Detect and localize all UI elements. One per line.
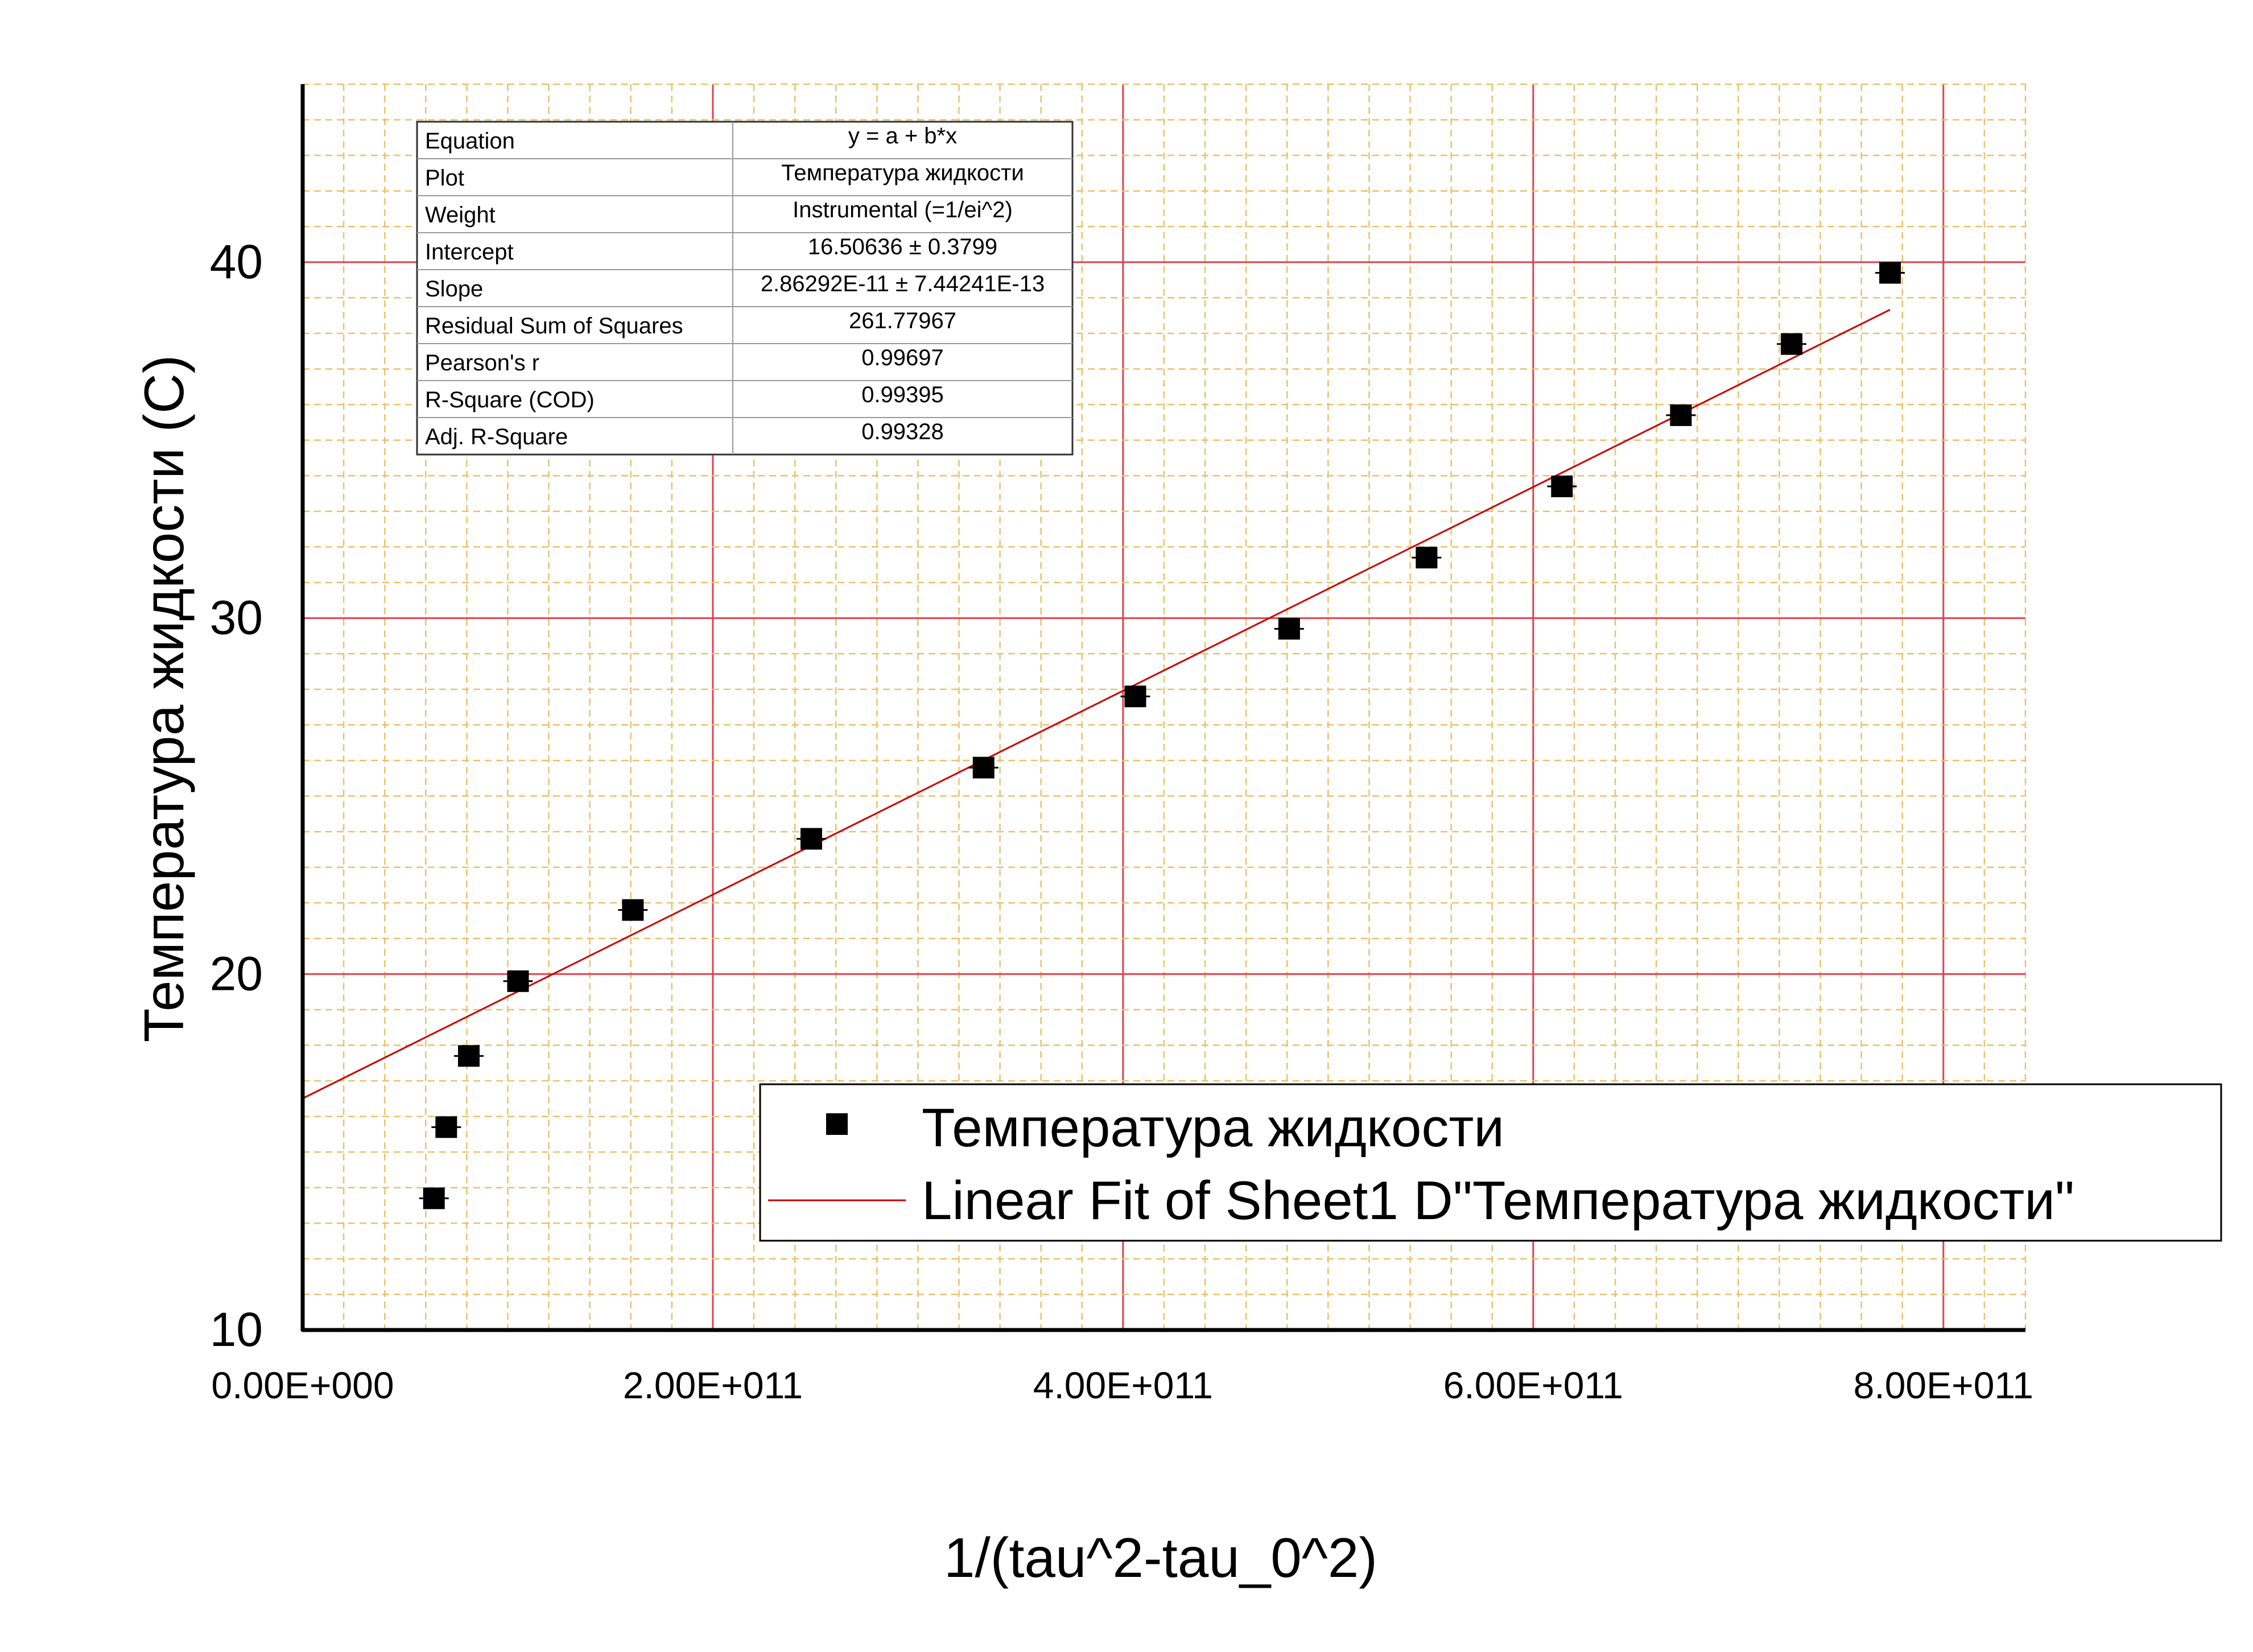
fit-table-label: Plot <box>425 166 464 191</box>
fit-table-label: Weight <box>425 203 496 228</box>
fit-table-label: Residual Sum of Squares <box>425 313 683 338</box>
tick-labels: 0.00E+000 2.00E+011 4.00E+011 6.00E+011 8.00… <box>210 235 2033 1406</box>
y-tick-label: 40 <box>210 235 263 288</box>
fit-table-label: R-Square (COD) <box>425 387 595 412</box>
fit-table-label: Intercept <box>425 239 514 265</box>
fit-table-value: Температура жидкости <box>781 160 1024 185</box>
fit-table-value: 0.99697 <box>861 345 944 370</box>
fit-line-group <box>302 309 1891 1100</box>
legend-label-points: Температура жидкости <box>922 1097 1504 1158</box>
legend: Температура жидкости Linear Fit of Sheet1… <box>759 1083 2222 1242</box>
fit-table-label: Equation <box>425 129 515 154</box>
fit-table-value: 16.50636 ± 0.3799 <box>808 234 997 259</box>
fit-results-table: Equation y = a + b*x Plot Температура жидко… <box>416 121 1074 456</box>
data-points <box>419 262 1905 1209</box>
fit-line <box>302 309 1891 1100</box>
y-tick-label: 20 <box>210 947 263 1000</box>
legend-frame <box>759 1083 2222 1242</box>
x-tick-label: 0.00E+000 <box>211 1364 394 1406</box>
axes <box>300 84 2025 1332</box>
fit-table-label: Slope <box>425 276 483 302</box>
fit-table-value: 0.99395 <box>861 382 944 407</box>
x-tick-label: 6.00E+011 <box>1443 1364 1623 1406</box>
fit-table-value: 261.77967 <box>849 308 956 333</box>
fit-table-label: Pearson's r <box>425 350 539 375</box>
legend-label-fit: Linear Fit of Sheet1 D"Температура жидко… <box>922 1170 2074 1231</box>
x-tick-label: 4.00E+011 <box>1033 1364 1213 1406</box>
fit-table-value: 0.99328 <box>861 419 944 444</box>
fit-table-label: Adj. R-Square <box>425 424 568 449</box>
y-axis-title: Температура жидкости (C) <box>133 355 195 1043</box>
x-tick-label: 2.00E+011 <box>623 1364 803 1406</box>
fit-table-value: 2.86292E-11 ± 7.44241E-13 <box>761 271 1045 296</box>
legend-marker-icon <box>826 1113 848 1135</box>
y-tick-label: 10 <box>210 1303 263 1356</box>
y-tick-label: 30 <box>210 591 263 645</box>
fit-table-value: Instrumental (=1/ei^2) <box>793 197 1013 222</box>
fit-table-frame <box>416 121 1074 456</box>
x-axis-title: 1/(tau^2-tau_0^2) <box>944 1526 1377 1589</box>
x-tick-label: 8.00E+011 <box>1854 1364 2033 1406</box>
fit-table-value: y = a + b*x <box>848 123 957 148</box>
